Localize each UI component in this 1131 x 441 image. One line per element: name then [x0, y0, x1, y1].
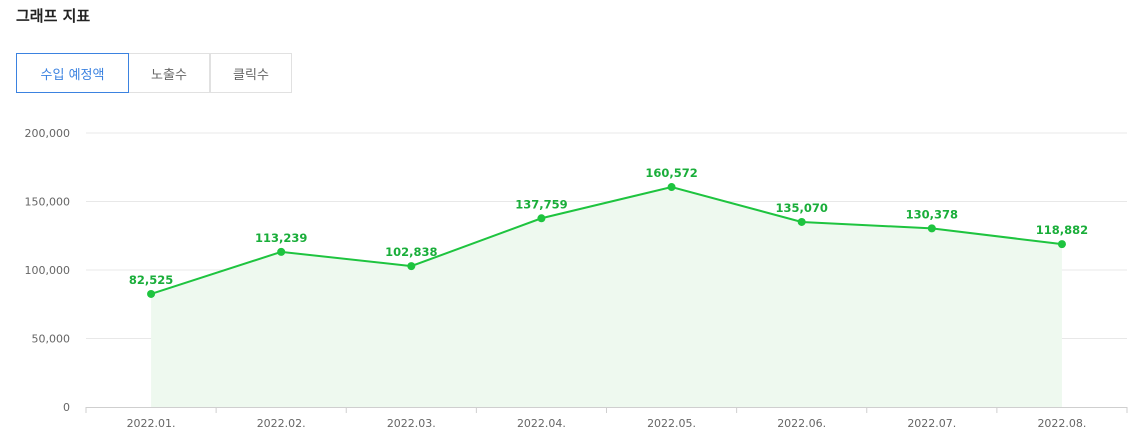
series-area [151, 187, 1062, 407]
data-label: 130,378 [906, 207, 958, 221]
page-title: 그래프 지표 [16, 7, 91, 25]
tab-expected-revenue[interactable]: 수입 예정액 [16, 53, 129, 93]
data-point[interactable] [1057, 240, 1066, 249]
data-point[interactable] [277, 247, 286, 256]
metric-tabs: 수입 예정액 노출수 클릭수 [16, 53, 292, 93]
data-label: 82,525 [129, 273, 173, 287]
data-label: 118,882 [1036, 223, 1088, 237]
x-tick-label: 2022.04. [517, 417, 566, 430]
x-tick-label: 2022.08. [1037, 417, 1086, 430]
data-point[interactable] [797, 217, 806, 226]
x-tick-label: 2022.06. [777, 417, 826, 430]
data-point[interactable] [537, 214, 546, 223]
y-tick-label: 200,000 [25, 127, 71, 140]
data-point[interactable] [407, 262, 416, 271]
y-tick-label: 0 [63, 401, 70, 414]
data-point[interactable] [147, 289, 156, 298]
data-label: 102,838 [385, 245, 437, 259]
data-label: 113,239 [255, 231, 307, 245]
x-tick-label: 2022.05. [647, 417, 696, 430]
tab-impressions[interactable]: 노출수 [129, 53, 210, 93]
x-tick-label: 2022.02. [257, 417, 306, 430]
y-tick-label: 100,000 [25, 264, 71, 277]
y-tick-label: 150,000 [25, 196, 71, 209]
data-label: 135,070 [775, 201, 827, 215]
x-tick-label: 2022.03. [387, 417, 436, 430]
x-tick-label: 2022.01. [127, 417, 176, 430]
series-line [150, 185, 1063, 295]
data-label: 137,759 [515, 197, 567, 211]
data-point[interactable] [667, 183, 676, 192]
tab-clicks[interactable]: 클릭수 [210, 53, 292, 93]
x-tick-label: 2022.07. [907, 417, 956, 430]
data-point[interactable] [927, 224, 936, 233]
y-tick-label: 50,000 [32, 333, 71, 346]
data-label: 160,572 [645, 166, 697, 180]
